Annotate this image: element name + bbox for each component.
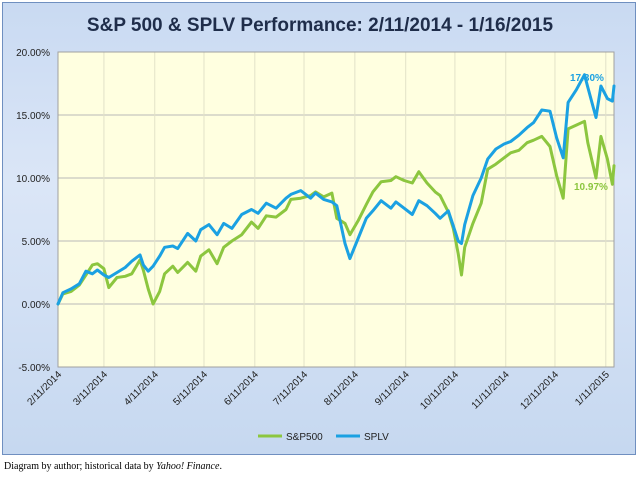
- x-tick-label: 10/11/2014: [418, 369, 461, 412]
- x-tick-label: 8/11/2014: [322, 369, 361, 408]
- y-tick-label: 0.00%: [22, 300, 50, 311]
- caption-source: Yahoo! Finance: [156, 461, 220, 472]
- y-tick-label: 5.00%: [22, 237, 50, 248]
- x-tick-label: 2/11/2014: [25, 369, 64, 408]
- x-tick-label: 12/11/2014: [518, 369, 561, 412]
- caption-suffix: .: [219, 461, 222, 472]
- x-tick-label: 6/11/2014: [222, 369, 261, 408]
- x-tick-label: 7/11/2014: [271, 369, 310, 408]
- data-label-splv: 17.30%: [570, 73, 604, 84]
- data-label-s-p500: 10.97%: [574, 182, 608, 193]
- y-tick-label: 15.00%: [16, 111, 50, 122]
- y-tick-label: 20.00%: [16, 48, 50, 59]
- x-tick-label: 5/11/2014: [171, 369, 210, 408]
- x-tick-label: 4/11/2014: [122, 369, 161, 408]
- plot-border: [57, 51, 615, 368]
- legend-label: SPLV: [364, 432, 389, 443]
- x-tick-label: 9/11/2014: [373, 369, 412, 408]
- series-line-s-p500: [56, 119, 616, 306]
- x-tick-label: 1/11/2015: [573, 369, 612, 408]
- legend-label: S&P500: [286, 432, 323, 443]
- x-tick-label: 3/11/2014: [71, 369, 110, 408]
- x-tick-label: 11/11/2014: [470, 369, 512, 411]
- caption-prefix: Diagram by author; historical data by: [4, 461, 154, 472]
- chart-title: S&P 500 & SPLV Performance: 2/11/2014 - …: [87, 15, 554, 36]
- series-line-splv: [56, 73, 616, 306]
- source-caption: Diagram by author; historical data by Ya…: [4, 461, 222, 472]
- y-tick-label: -5.00%: [18, 363, 50, 374]
- y-tick-label: 10.00%: [16, 174, 50, 185]
